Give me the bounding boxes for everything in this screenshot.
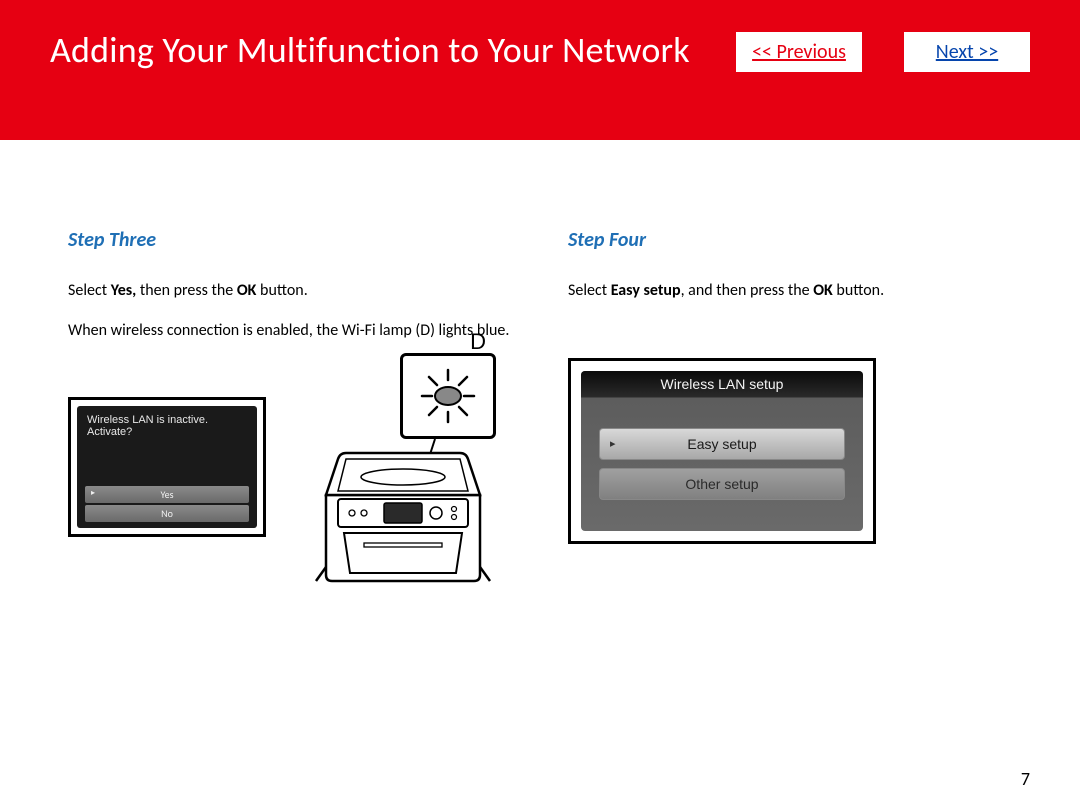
- printer-body-icon: [308, 447, 498, 585]
- page-title: Adding Your Multifunction to Your Networ…: [50, 28, 690, 72]
- lcd-activate-screen: Wireless LAN is inactive. Activate? Yes …: [77, 406, 257, 528]
- lcd-option-easy-setup: Easy setup: [599, 428, 845, 460]
- text-span: button.: [833, 281, 884, 300]
- lcd-setup-options: Easy setup Other setup: [581, 398, 863, 500]
- bold-yes: Yes,: [111, 281, 137, 300]
- lcd-option-no: No: [85, 505, 249, 522]
- text-span: , and then press the: [681, 281, 814, 300]
- text-span: Select: [568, 281, 611, 300]
- lcd-text-line1: Wireless LAN is inactive.: [87, 414, 247, 426]
- next-button[interactable]: Next >>: [904, 32, 1030, 72]
- nav-button-group: << Previous Next >>: [736, 28, 1030, 72]
- lcd-activate-box: Wireless LAN is inactive. Activate? Yes …: [68, 397, 266, 537]
- lcd-text-line2: Activate?: [87, 426, 247, 438]
- step-three-column: Step Three Select Yes, then press the OK…: [68, 228, 528, 585]
- text-span: then press the: [136, 281, 237, 300]
- step-four-heading: Step Four: [568, 228, 1028, 252]
- lcd-option-yes: Yes: [85, 486, 249, 503]
- lcd-option-other-setup: Other setup: [599, 468, 845, 500]
- step-three-figures: Wireless LAN is inactive. Activate? Yes …: [68, 397, 528, 585]
- printer-illustration: D: [294, 325, 512, 585]
- callout-label-d: D: [470, 329, 486, 355]
- wifi-lamp-burst-icon: [418, 366, 478, 426]
- content-area: Step Three Select Yes, then press the OK…: [0, 140, 1080, 585]
- previous-button[interactable]: << Previous: [736, 32, 862, 72]
- lcd-options-group: Yes No: [77, 484, 257, 522]
- lcd-setup-title: Wireless LAN setup: [581, 371, 863, 398]
- wifi-lamp-callout: [400, 353, 496, 439]
- step-four-text-1: Select Easy setup, and then press the OK…: [568, 280, 1028, 302]
- text-span: button.: [256, 281, 307, 300]
- text-span: Select: [68, 281, 111, 300]
- lcd-setup-box: Wireless LAN setup Easy setup Other setu…: [568, 358, 876, 544]
- bold-ok: OK: [813, 281, 833, 300]
- page-number: 7: [1021, 768, 1030, 790]
- step-four-column: Step Four Select Easy setup, and then pr…: [568, 228, 1028, 585]
- step-three-heading: Step Three: [68, 228, 528, 252]
- step-three-text-1: Select Yes, then press the OK button.: [68, 280, 528, 302]
- bold-easy-setup: Easy setup: [611, 281, 681, 300]
- bold-ok: OK: [237, 281, 257, 300]
- page-header: Adding Your Multifunction to Your Networ…: [0, 0, 1080, 140]
- lcd-setup-screen: Wireless LAN setup Easy setup Other setu…: [581, 371, 863, 531]
